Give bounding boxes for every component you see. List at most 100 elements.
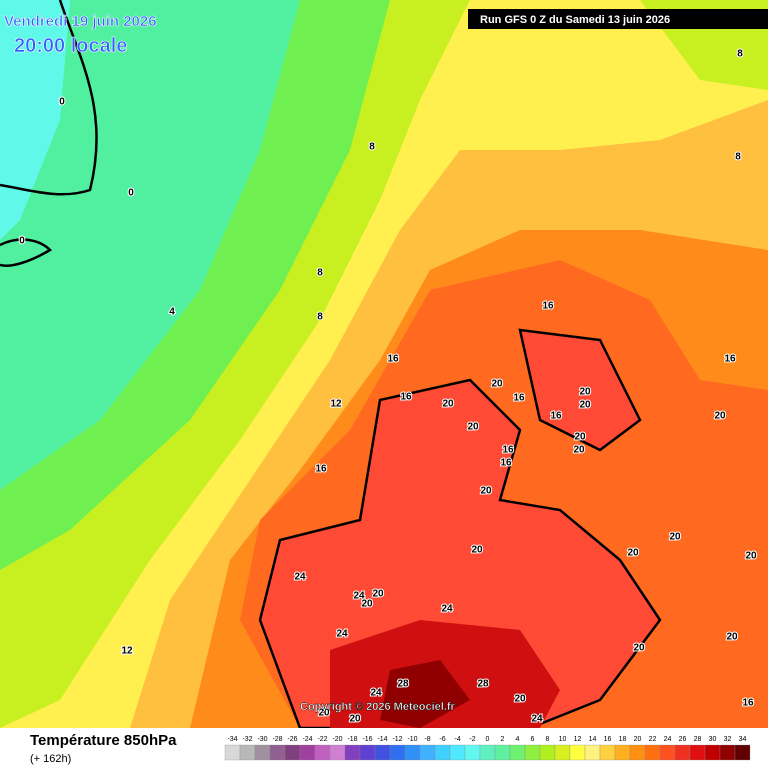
- contour-label: 0: [128, 188, 134, 199]
- legend-label: 20: [634, 736, 642, 743]
- legend-label: -32: [242, 736, 252, 743]
- legend-swatch: [239, 744, 256, 761]
- legend-label: 24: [664, 736, 672, 743]
- legend-label: -30: [257, 736, 267, 743]
- contour-label: 8: [735, 152, 741, 163]
- contour-label: 20: [633, 643, 645, 654]
- legend-swatch: [494, 744, 511, 761]
- legend-swatch: [284, 744, 301, 761]
- legend-swatch: [599, 744, 616, 761]
- contour-label: 0: [59, 97, 65, 108]
- legend-swatch: [299, 744, 316, 761]
- legend-swatch: [269, 744, 286, 761]
- legend-label: 12: [574, 736, 582, 743]
- legend-label: 26: [679, 736, 687, 743]
- legend-swatch: [479, 744, 496, 761]
- legend-swatch: [524, 744, 541, 761]
- contour-label: 16: [502, 445, 514, 456]
- legend-swatch: [539, 744, 556, 761]
- legend-label: 2: [501, 736, 505, 743]
- contour-label: 16: [542, 301, 554, 312]
- contour-label: 16: [550, 411, 562, 422]
- legend-swatch: [584, 744, 601, 761]
- legend-label: -28: [272, 736, 282, 743]
- contour-label: 24: [370, 688, 382, 699]
- legend-swatch: [659, 744, 676, 761]
- legend-swatch: [719, 744, 736, 761]
- contour-label: 20: [714, 411, 726, 422]
- legend-swatch: [344, 744, 361, 761]
- footer-lead: (+ 162h): [30, 753, 71, 765]
- contour-label: 24: [441, 604, 453, 615]
- legend-label: 10: [559, 736, 567, 743]
- legend-label: 32: [724, 736, 732, 743]
- legend-label: 14: [589, 736, 597, 743]
- legend-label: -4: [454, 736, 460, 743]
- contour-label: 24: [353, 591, 365, 602]
- date: Vendredi 19 juin 2026: [4, 13, 157, 30]
- legend-swatch: [614, 744, 631, 761]
- legend-swatch: [509, 744, 526, 761]
- legend-label: -24: [302, 736, 312, 743]
- legend-swatch: [734, 744, 751, 761]
- contour-label: 8: [737, 49, 743, 60]
- legend-swatch: [389, 744, 406, 761]
- run-bar: [468, 9, 768, 29]
- contour-label: 20: [471, 545, 483, 556]
- legend-swatch: [464, 744, 481, 761]
- contour-label: 20: [574, 432, 586, 443]
- legend-swatch: [449, 744, 466, 761]
- footer-title: Température 850hPa: [30, 732, 177, 749]
- legend-swatch: [434, 744, 451, 761]
- legend-swatch: [224, 744, 241, 761]
- contour-label: 16: [742, 698, 754, 709]
- contour-label: 20: [579, 400, 591, 411]
- contour-label: 16: [724, 354, 736, 365]
- legend-label: 6: [531, 736, 535, 743]
- contour-label: 0: [19, 236, 25, 247]
- contour-label: 24: [531, 714, 543, 725]
- legend-label: -8: [424, 736, 430, 743]
- contour-label: 20: [480, 486, 492, 497]
- contour-label: 20: [573, 445, 585, 456]
- contour-label: 20: [467, 422, 479, 433]
- legend-label: 30: [709, 736, 717, 743]
- legend: -34 -32 -30 -28 -26 -24 -22 -20 -18 -16 -14 -12 -10-…: [224, 736, 751, 761]
- legend-swatch: [359, 744, 376, 761]
- legend-swatch: [554, 744, 571, 761]
- contour-label: 20: [318, 708, 330, 719]
- contour-label: 28: [397, 679, 409, 690]
- contour-label: 16: [400, 392, 412, 403]
- contour-label: 20: [372, 589, 384, 600]
- legend-label: 18: [619, 736, 627, 743]
- legend-label: -6: [439, 736, 445, 743]
- contour-label: 20: [745, 551, 757, 562]
- legend-swatch: [254, 744, 271, 761]
- legend-label: 0: [486, 736, 490, 743]
- legend-swatch: [569, 744, 586, 761]
- legend-label: 4: [516, 736, 520, 743]
- legend-swatch: [329, 744, 346, 761]
- contour-label: 20: [579, 387, 591, 398]
- legend-label: 8: [546, 736, 550, 743]
- temperature-field: [0, 0, 768, 730]
- legend-swatch: [629, 744, 646, 761]
- legend-swatch: [704, 744, 721, 761]
- legend-swatch: [689, 744, 706, 761]
- contour-label: 20: [361, 599, 373, 610]
- contour-label: 20: [442, 399, 454, 410]
- legend-swatch: [374, 744, 391, 761]
- legend-label: -10: [407, 736, 417, 743]
- contour-label: 20: [669, 532, 681, 543]
- contour-label: 16: [500, 458, 512, 469]
- copyright: Copyright © 2026 Meteociel.fr: [300, 701, 456, 713]
- contour-label: 20: [514, 694, 526, 705]
- legend-label: -12: [392, 736, 402, 743]
- legend-label: -18: [347, 736, 357, 743]
- run: Run GFS 0 Z du Samedi 13 juin 2026: [480, 14, 670, 26]
- contour-label: 20: [627, 548, 639, 559]
- legend-swatch: [674, 744, 691, 761]
- legend-swatch: [404, 744, 421, 761]
- contour-label: 16: [387, 354, 399, 365]
